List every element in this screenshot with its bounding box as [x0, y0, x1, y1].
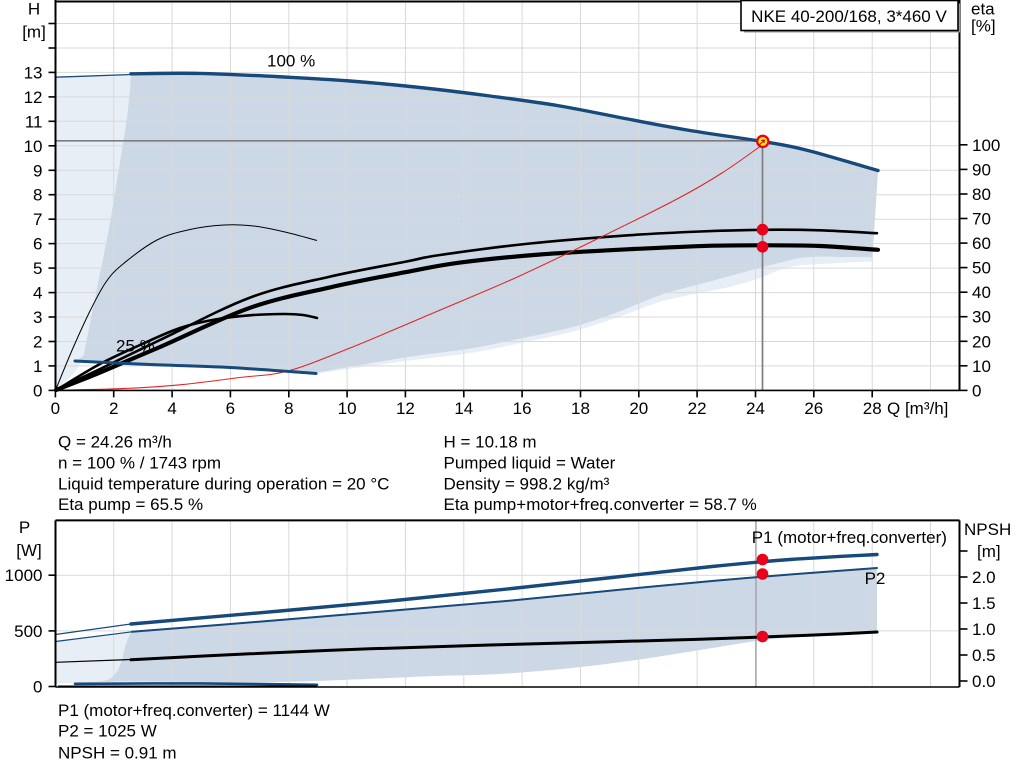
svg-text:6: 6	[226, 399, 235, 418]
svg-text:22: 22	[688, 399, 707, 418]
svg-text:[W]: [W]	[16, 541, 42, 560]
svg-text:90: 90	[972, 160, 991, 179]
svg-text:50: 50	[972, 259, 991, 278]
svg-text:60: 60	[972, 234, 991, 253]
svg-text:1: 1	[33, 357, 42, 376]
svg-text:10: 10	[972, 357, 991, 376]
svg-text:eta: eta	[971, 0, 995, 19]
svg-text:NPSH: NPSH	[964, 520, 1011, 539]
svg-text:14: 14	[454, 399, 473, 418]
svg-text:0: 0	[51, 399, 60, 418]
svg-text:[%]: [%]	[971, 17, 996, 36]
svg-text:P1 (motor+freq.converter) = 11: P1 (motor+freq.converter) = 1144 W	[58, 701, 330, 720]
svg-text:0.0: 0.0	[972, 672, 996, 691]
svg-text:6: 6	[33, 235, 42, 254]
svg-text:P1 (motor+freq.converter): P1 (motor+freq.converter)	[752, 528, 947, 547]
svg-text:2: 2	[33, 333, 42, 352]
svg-text:1000: 1000	[5, 566, 43, 585]
svg-text:12: 12	[24, 88, 43, 107]
svg-text:NPSH = 0.91 m: NPSH = 0.91 m	[58, 744, 177, 763]
svg-text:11: 11	[25, 112, 43, 131]
svg-text:80: 80	[972, 185, 991, 204]
svg-text:NKE 40-200/168, 3*460 V: NKE 40-200/168, 3*460 V	[751, 7, 947, 26]
svg-text:13: 13	[24, 63, 43, 82]
svg-text:10: 10	[338, 399, 357, 418]
svg-text:Pumped liquid = Water: Pumped liquid = Water	[444, 453, 616, 472]
svg-text:1.0: 1.0	[972, 620, 996, 639]
svg-text:2: 2	[109, 399, 118, 418]
svg-text:5: 5	[33, 259, 42, 278]
svg-text:20: 20	[629, 399, 648, 418]
svg-text:[m]: [m]	[22, 23, 46, 42]
svg-text:1.5: 1.5	[972, 594, 996, 613]
svg-text:26: 26	[804, 399, 823, 418]
svg-text:H: H	[28, 0, 40, 19]
svg-text:28: 28	[863, 399, 882, 418]
svg-text:0: 0	[972, 381, 981, 400]
svg-text:9: 9	[33, 161, 42, 180]
svg-text:Density = 998.2 kg/m³: Density = 998.2 kg/m³	[444, 474, 610, 493]
svg-text:Q = 24.26 m³/h: Q = 24.26 m³/h	[58, 432, 172, 451]
svg-text:4: 4	[33, 284, 42, 303]
svg-text:[m]: [m]	[977, 542, 1001, 561]
svg-text:7: 7	[33, 210, 42, 229]
svg-text:100 %: 100 %	[267, 52, 315, 71]
svg-text:12: 12	[396, 399, 415, 418]
svg-text:2.0: 2.0	[972, 568, 996, 587]
svg-text:10: 10	[24, 137, 43, 156]
svg-text:70: 70	[972, 210, 991, 229]
svg-text:100: 100	[972, 136, 1000, 155]
svg-text:3: 3	[33, 308, 42, 327]
svg-text:0: 0	[33, 678, 42, 697]
svg-text:0.5: 0.5	[972, 646, 996, 665]
svg-text:18: 18	[571, 399, 590, 418]
svg-text:4: 4	[167, 399, 176, 418]
svg-text:8: 8	[284, 399, 293, 418]
svg-text:Q [m³/h]: Q [m³/h]	[887, 399, 948, 418]
svg-text:Eta pump = 65.5 %: Eta pump = 65.5 %	[58, 495, 203, 514]
svg-text:P2: P2	[865, 569, 886, 588]
svg-text:Eta pump+motor+freq.converter: Eta pump+motor+freq.converter = 58.7 %	[444, 495, 757, 514]
svg-text:24: 24	[746, 399, 765, 418]
svg-text:500: 500	[14, 622, 42, 641]
svg-text:Liquid temperature during oper: Liquid temperature during operation = 20…	[58, 474, 389, 493]
svg-text:30: 30	[972, 308, 991, 327]
svg-text:H = 10.18 m: H = 10.18 m	[444, 432, 537, 451]
svg-text:16: 16	[513, 399, 532, 418]
svg-text:8: 8	[33, 186, 42, 205]
svg-text:n = 100 % / 1743 rpm: n = 100 % / 1743 rpm	[58, 453, 221, 472]
svg-text:P2 = 1025 W: P2 = 1025 W	[58, 722, 157, 741]
svg-text:40: 40	[972, 283, 991, 302]
svg-text:P: P	[19, 518, 30, 537]
svg-text:0: 0	[33, 381, 42, 400]
svg-text:20: 20	[972, 332, 991, 351]
